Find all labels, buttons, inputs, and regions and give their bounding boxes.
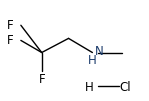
Text: F: F (38, 73, 45, 86)
Text: H: H (88, 54, 97, 67)
Text: N: N (95, 45, 104, 58)
Text: F: F (7, 19, 14, 32)
Text: F: F (7, 34, 14, 47)
Text: Cl: Cl (119, 81, 131, 94)
Text: H: H (85, 81, 94, 94)
